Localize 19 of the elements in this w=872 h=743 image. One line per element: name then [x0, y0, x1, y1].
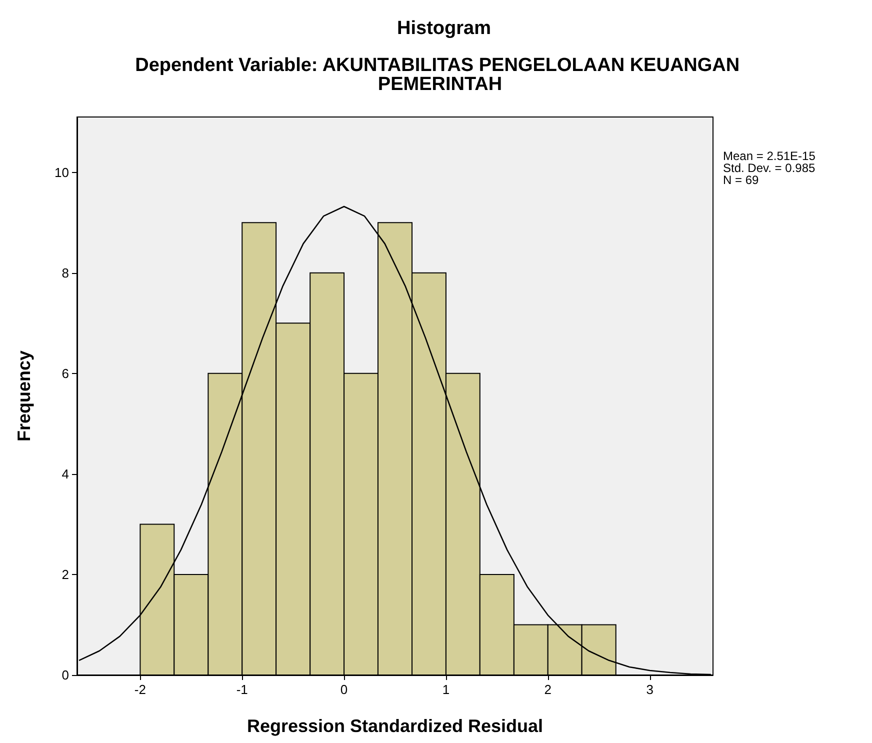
y-tick-label: 0: [62, 668, 69, 682]
y-tick-label: 8: [62, 265, 69, 280]
chart-subtitle: Dependent Variable: AKUNTABILITAS PENGELOLAAN KEUANGAN PEMERINTAH: [135, 55, 745, 95]
text: Mean = 2.51E-15: [723, 149, 816, 163]
x-tick-label: -2: [134, 682, 146, 697]
x-axis-title: Regression Standardized Residual: [246, 716, 544, 736]
text: Std. Dev. = 0.985: [723, 161, 816, 175]
x-tick-label: 2: [544, 682, 552, 697]
chart-title: Histogram: [397, 18, 491, 39]
x-tick-label: 1: [442, 682, 450, 697]
y-tick-label: 2: [62, 566, 69, 582]
x-tick-label: 0: [340, 682, 348, 697]
y-tick-label: 4: [62, 466, 69, 482]
y-tick-label: 10: [54, 164, 69, 180]
x-tick-label: -1: [236, 682, 248, 697]
x-tick-label: 3: [646, 682, 654, 697]
text: N = 69: [723, 173, 760, 187]
y-axis-title: Frequency: [14, 350, 34, 442]
y-tick-label: 6: [62, 366, 69, 381]
